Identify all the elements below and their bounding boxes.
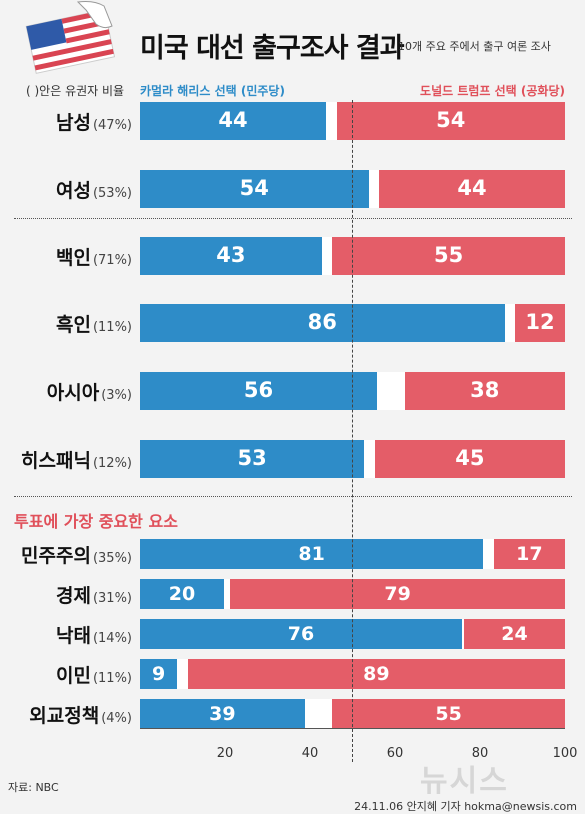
row-label-share: (14%) xyxy=(92,631,132,646)
row-label: 아시아 (3%) xyxy=(0,378,132,405)
bar-harris xyxy=(140,579,224,609)
value-label-harris: 81 xyxy=(298,542,325,565)
row-label-name: 낙태 xyxy=(55,625,91,647)
bar-harris xyxy=(140,619,462,649)
row-label: 외교정책 (4%) xyxy=(0,701,132,728)
x-tick-label: 60 xyxy=(386,746,404,761)
page-title: 미국 대선 출구조사 결과 xyxy=(140,33,405,64)
bar-harris xyxy=(140,372,377,410)
row-label-name: 여성 xyxy=(55,180,91,202)
value-label-trump: 12 xyxy=(525,310,555,335)
bar-harris xyxy=(140,102,326,140)
bar-trump xyxy=(515,304,565,342)
fifty-percent-line xyxy=(352,100,353,762)
section-label: 투표에 가장 중요한 요소 xyxy=(14,512,178,531)
bar-trump xyxy=(379,170,565,208)
bar-harris xyxy=(140,237,322,275)
value-label-harris: 54 xyxy=(239,176,269,201)
row-label: 민주주의 (35%) xyxy=(0,541,132,568)
row-label: 백인 (71%) xyxy=(0,243,132,270)
row-label-name: 아시아 xyxy=(46,382,100,404)
value-label-trump: 55 xyxy=(434,243,464,268)
x-tick-label: 20 xyxy=(216,746,234,761)
newsis-watermark: 뉴시스 xyxy=(420,764,509,799)
row-label-share: (3%) xyxy=(101,388,132,403)
row-label-share: (47%) xyxy=(92,118,132,133)
legend-trump: 도널드 트럼프 선택 (공화당) xyxy=(420,84,565,98)
source-note: 자료: NBC xyxy=(8,781,59,794)
row-label-name: 이민 xyxy=(55,665,91,687)
row-label: 남성 (47%) xyxy=(0,108,132,135)
value-label-trump: 24 xyxy=(501,622,528,645)
bar-trump xyxy=(404,372,565,410)
bar-harris xyxy=(140,659,178,689)
value-label-trump: 89 xyxy=(363,662,390,685)
page-subtitle: 10개 주요 주에서 출구 여론 조사 xyxy=(398,40,551,53)
row-label-name: 경제 xyxy=(55,585,91,607)
value-label-harris: 39 xyxy=(209,702,236,725)
x-tick-label: 40 xyxy=(301,746,319,761)
value-label-trump: 44 xyxy=(457,176,487,201)
legend-harris: 카멀라 해리스 선택 (민주당) xyxy=(140,84,285,98)
row-label-share: (31%) xyxy=(92,591,132,606)
row-label-name: 히스패닉 xyxy=(21,450,91,472)
value-label-harris: 86 xyxy=(307,310,337,335)
row-label-name: 백인 xyxy=(55,247,91,269)
row-label-share: (35%) xyxy=(92,551,132,566)
value-label-harris: 44 xyxy=(218,108,248,133)
credit-line: 24.11.06 안지혜 기자 hokma@newsis.com xyxy=(354,800,577,813)
row-label-share: (11%) xyxy=(92,320,132,335)
row-label-share: (11%) xyxy=(92,671,132,686)
row-label-share: (53%) xyxy=(92,186,132,201)
row-label-name: 흑인 xyxy=(55,314,91,336)
bar-trump xyxy=(374,440,565,478)
value-label-trump: 45 xyxy=(455,446,485,471)
bar-trump xyxy=(187,659,565,689)
value-label-harris: 43 xyxy=(216,243,246,268)
ballot-flag-icon xyxy=(25,1,116,74)
bar-trump xyxy=(332,699,565,729)
bar-trump xyxy=(332,237,565,275)
row-label: 히스패닉 (12%) xyxy=(0,446,132,473)
row-label-share: (4%) xyxy=(101,711,132,726)
divider-race-issues xyxy=(14,496,572,497)
row-label-share: (12%) xyxy=(92,456,132,471)
value-label-trump: 17 xyxy=(516,542,543,565)
bar-trump xyxy=(230,579,565,609)
bar-harris xyxy=(140,539,484,569)
bar-harris xyxy=(140,440,365,478)
value-label-harris: 9 xyxy=(152,662,166,685)
value-label-harris: 56 xyxy=(243,378,274,403)
value-label-harris: 20 xyxy=(168,582,196,605)
x-tick-label: 80 xyxy=(471,746,489,761)
row-label: 낙태 (14%) xyxy=(0,621,132,648)
value-label-trump: 54 xyxy=(436,108,466,133)
value-label-trump: 38 xyxy=(470,378,500,403)
value-label-harris: 76 xyxy=(287,622,315,645)
bar-trump xyxy=(493,539,565,569)
x-tick-label: 100 xyxy=(552,746,578,761)
bar-harris xyxy=(140,304,505,342)
value-label-trump: 79 xyxy=(384,582,411,605)
legend-note: ( )안은 유권자 비율 xyxy=(26,84,125,98)
row-label: 여성 (53%) xyxy=(0,176,132,203)
row-label: 이민 (11%) xyxy=(0,661,132,688)
bar-trump xyxy=(464,619,565,649)
row-label-name: 민주주의 xyxy=(21,545,91,567)
value-label-trump: 55 xyxy=(435,702,462,725)
bar-trump xyxy=(336,102,565,140)
row-label: 경제 (31%) xyxy=(0,581,132,608)
bar-harris xyxy=(140,699,305,729)
bar-harris xyxy=(140,170,369,208)
row-label-name: 남성 xyxy=(55,112,91,134)
row-label: 흑인 (11%) xyxy=(0,310,132,337)
divider-gender-race xyxy=(14,218,572,219)
row-label-name: 외교정책 xyxy=(29,705,100,727)
row-label-share: (71%) xyxy=(92,253,132,268)
title-band xyxy=(0,0,585,84)
value-label-harris: 53 xyxy=(237,446,267,471)
x-axis xyxy=(140,728,565,729)
